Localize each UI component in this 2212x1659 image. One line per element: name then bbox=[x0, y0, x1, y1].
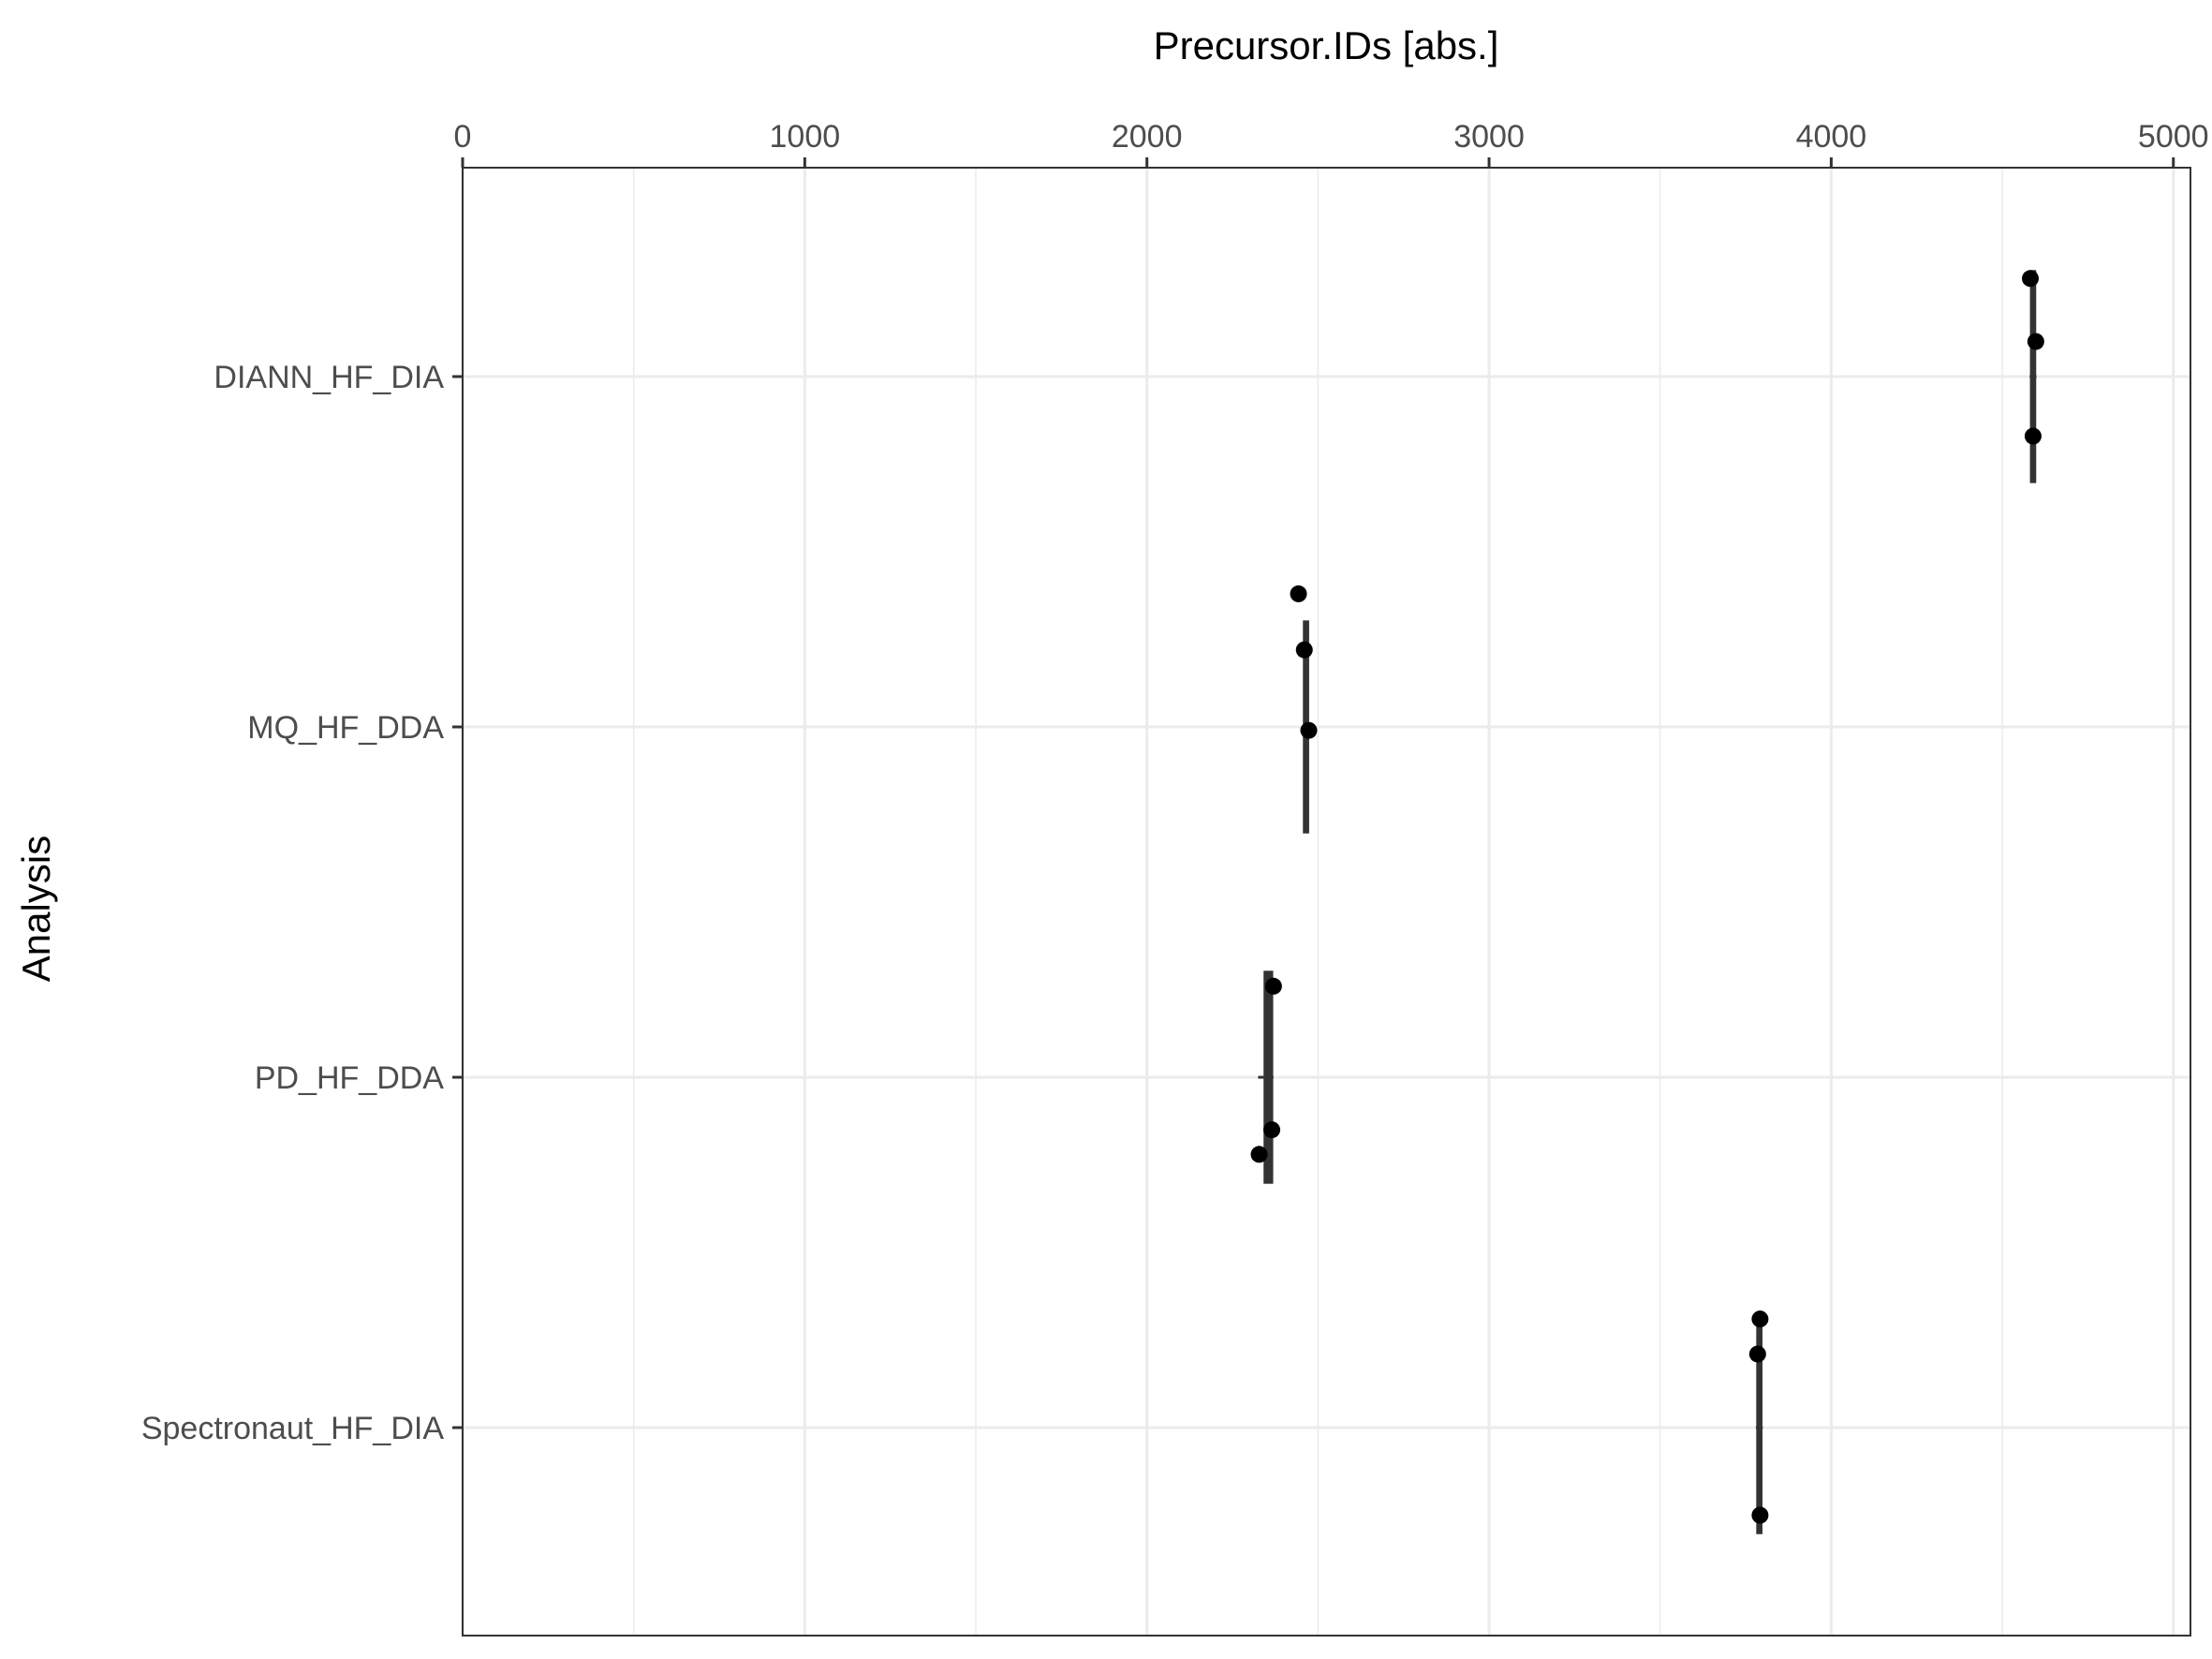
x-axis-title: Precursor.IDs [abs.] bbox=[1154, 23, 1499, 67]
data-point bbox=[2022, 270, 2040, 288]
box-DIANN_HF_DIA bbox=[2029, 270, 2037, 483]
data-point bbox=[1295, 641, 1313, 659]
data-point bbox=[2024, 427, 2042, 445]
y-tick-label: Spectronaut_HF_DIA bbox=[141, 1411, 444, 1446]
data-point bbox=[1264, 977, 1282, 995]
y-axis-title: Analysis bbox=[14, 836, 58, 982]
x-tick-label: 5000 bbox=[2138, 119, 2209, 155]
data-point bbox=[1751, 1311, 1769, 1328]
data-point bbox=[1250, 1146, 1268, 1163]
data-points bbox=[1250, 270, 2044, 1524]
data-point bbox=[1751, 1506, 1769, 1524]
y-tick-label: MQ_HF_DDA bbox=[247, 710, 444, 746]
data-point bbox=[1300, 721, 1318, 739]
box-PD_HF_DDA bbox=[1258, 970, 1274, 1184]
x-tick-label: 1000 bbox=[770, 119, 841, 155]
x-tick-label: 0 bbox=[454, 119, 472, 155]
data-point bbox=[1748, 1345, 1766, 1363]
y-tick-label: DIANN_HF_DIA bbox=[214, 360, 444, 395]
data-point bbox=[1263, 1121, 1281, 1139]
y-tick-label: PD_HF_DDA bbox=[255, 1060, 444, 1096]
x-tick-label: 3000 bbox=[1453, 119, 1525, 155]
data-point bbox=[2027, 333, 2044, 350]
panel-border bbox=[462, 167, 2191, 1637]
panel-background bbox=[463, 168, 2190, 1636]
x-tick-label: 2000 bbox=[1112, 119, 1183, 155]
x-axis: 0 1000 2000 3000 4000 5000 bbox=[454, 119, 2209, 168]
x-tick-label: 4000 bbox=[1796, 119, 1867, 155]
data-point bbox=[1290, 585, 1307, 602]
y-axis: DIANN_HF_DIA MQ_HF_DDA PD_HF_DDA Spectronau… bbox=[141, 360, 463, 1446]
